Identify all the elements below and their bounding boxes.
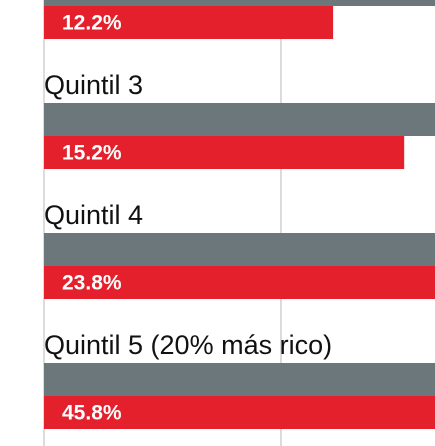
value-label: 45.8% xyxy=(62,402,122,425)
category-label: Quintil 3 xyxy=(44,70,143,100)
value-label: 12.2% xyxy=(62,12,122,35)
bar xyxy=(44,233,435,266)
bar xyxy=(44,136,405,169)
category-label: Quintil 4 xyxy=(44,200,143,230)
bar xyxy=(44,0,435,6)
value-label: 15.2% xyxy=(62,142,122,165)
bar xyxy=(44,266,435,299)
bar xyxy=(44,363,435,396)
bar xyxy=(44,6,334,39)
category-label: Quintil 5 (20% más rico) xyxy=(44,330,332,360)
bar xyxy=(44,103,435,136)
bar xyxy=(44,396,435,429)
value-label: 23.8% xyxy=(62,272,122,295)
